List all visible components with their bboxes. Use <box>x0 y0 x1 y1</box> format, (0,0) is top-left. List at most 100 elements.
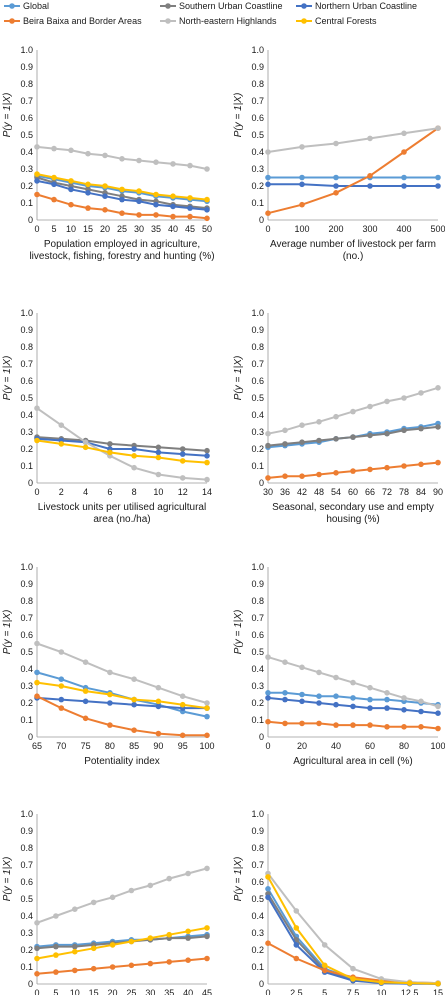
data-point <box>166 959 172 965</box>
data-point <box>435 424 441 430</box>
data-point <box>58 696 65 703</box>
x-axis-label: Seasonal, secondary use and empty <box>272 502 434 513</box>
y-tick-label: 1.0 <box>20 45 33 55</box>
data-point <box>34 191 40 198</box>
y-tick-label: 0.7 <box>20 860 33 870</box>
y-tick-label: 0.6 <box>20 376 33 386</box>
data-point <box>153 212 159 218</box>
x-tick-label: 8 <box>132 487 137 497</box>
data-point <box>367 135 373 142</box>
data-point <box>155 730 162 737</box>
data-point <box>299 664 305 671</box>
data-point <box>333 183 339 189</box>
data-point <box>333 140 339 147</box>
x-tick-label: 10 <box>376 988 386 995</box>
data-point <box>435 125 441 131</box>
data-point <box>85 205 91 211</box>
y-axis-label: P(y = 1|X) <box>233 610 244 655</box>
legend-label: Northern Urban Coastline <box>315 1 417 11</box>
series-north-eastern-highlands <box>265 125 441 155</box>
x-tick-label: 20 <box>100 224 110 234</box>
x-tick-label: 0 <box>265 988 270 995</box>
data-point <box>187 213 193 220</box>
x-tick-label: 10 <box>70 988 80 995</box>
series-line <box>267 127 439 153</box>
data-point <box>299 422 305 429</box>
data-point <box>107 441 113 447</box>
y-tick-label: 0.9 <box>251 325 264 335</box>
data-point <box>418 698 424 705</box>
data-point <box>384 464 390 471</box>
legend-entry: Global <box>4 1 49 11</box>
data-point <box>204 459 210 466</box>
data-point <box>435 459 441 466</box>
x-tick-label: 90 <box>433 487 443 497</box>
x-axis-label: Population employed in agriculture, <box>44 239 200 250</box>
data-point <box>299 174 305 181</box>
legend-swatch-marker <box>9 3 15 9</box>
y-tick-label: 0.9 <box>20 826 33 836</box>
data-point <box>179 701 186 708</box>
data-point <box>147 882 154 889</box>
legend-swatch-marker <box>9 18 15 24</box>
data-point <box>265 654 271 660</box>
series-line <box>36 437 208 457</box>
x-tick-label: 42 <box>297 487 307 497</box>
data-point <box>265 874 271 880</box>
legend-entry: Northern Urban Coastline <box>296 1 417 11</box>
x-tick-label: 30 <box>134 224 144 234</box>
data-point <box>350 722 356 728</box>
legend-entry: Central Forests <box>296 16 377 26</box>
y-tick-label: 0.4 <box>251 147 264 157</box>
x-axis-label: livestock, fishing, forestry and hunting… <box>29 251 214 262</box>
y-tick-label: 0.6 <box>20 877 33 887</box>
data-point <box>204 700 210 706</box>
x-tick-label: 20 <box>108 988 118 995</box>
data-point <box>136 188 142 194</box>
data-point <box>435 980 441 987</box>
data-point <box>316 419 322 425</box>
data-point <box>350 976 356 982</box>
y-tick-label: 0.2 <box>20 444 33 454</box>
series-north-eastern-highlands <box>34 865 210 926</box>
data-point <box>204 453 210 459</box>
data-point <box>90 965 97 972</box>
x-tick-label: 0 <box>34 487 39 497</box>
y-tick-label: 0.5 <box>20 393 33 403</box>
data-point <box>107 700 113 706</box>
data-point <box>333 674 339 681</box>
y-tick-label: 0.5 <box>20 894 33 904</box>
series-line <box>36 696 207 710</box>
series-northern-urban-coastline <box>34 178 210 213</box>
x-tick-label: 30 <box>145 988 155 995</box>
data-point <box>406 980 413 986</box>
x-axis-label: (no.) <box>343 251 364 262</box>
y-tick-label: 0.8 <box>251 342 264 352</box>
data-point <box>367 432 373 439</box>
legend-label: Beira Baixa and Border Areas <box>23 16 142 26</box>
y-tick-label: 0.3 <box>20 427 33 437</box>
data-point <box>51 196 57 203</box>
data-point <box>53 969 59 975</box>
data-point <box>119 186 125 193</box>
data-point <box>204 955 210 962</box>
chart-panel-4: 0 0.1 0.2 0.3 0.4 0.5 0.6 0.7 0.8 0.9 1.0 30 36 42 48 5… <box>233 308 443 525</box>
legend-label: Central Forests <box>315 16 377 26</box>
data-point <box>58 422 65 429</box>
data-point <box>34 437 40 444</box>
data-point <box>155 703 162 710</box>
data-point <box>299 439 305 446</box>
series-line <box>36 867 208 924</box>
data-point <box>265 940 271 946</box>
data-point <box>299 181 305 188</box>
data-point <box>107 669 113 676</box>
y-axis-label: P(y = 1|X) <box>2 857 13 902</box>
data-point <box>187 195 193 201</box>
data-point <box>293 955 300 962</box>
data-point <box>131 446 137 452</box>
x-tick-label: 90 <box>153 741 163 751</box>
data-point <box>204 196 210 203</box>
data-point <box>51 174 57 181</box>
x-tick-label: 4 <box>83 487 88 497</box>
